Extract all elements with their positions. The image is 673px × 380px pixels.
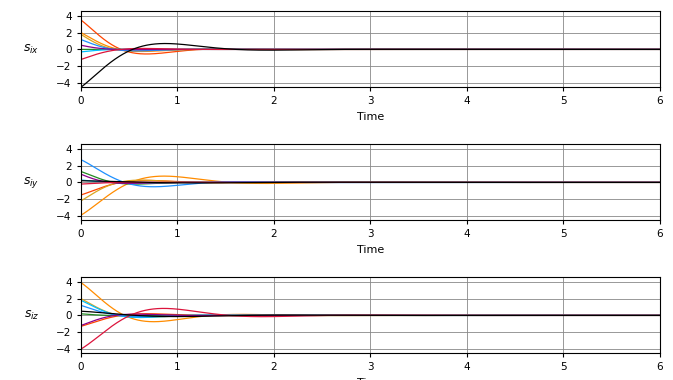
X-axis label: Time: Time [357, 378, 384, 380]
Y-axis label: $s_{iz}$: $s_{iz}$ [24, 309, 39, 322]
Y-axis label: $s_{iy}$: $s_{iy}$ [24, 175, 40, 190]
Y-axis label: $s_{ix}$: $s_{ix}$ [24, 43, 40, 56]
X-axis label: Time: Time [357, 245, 384, 255]
X-axis label: Time: Time [357, 112, 384, 122]
